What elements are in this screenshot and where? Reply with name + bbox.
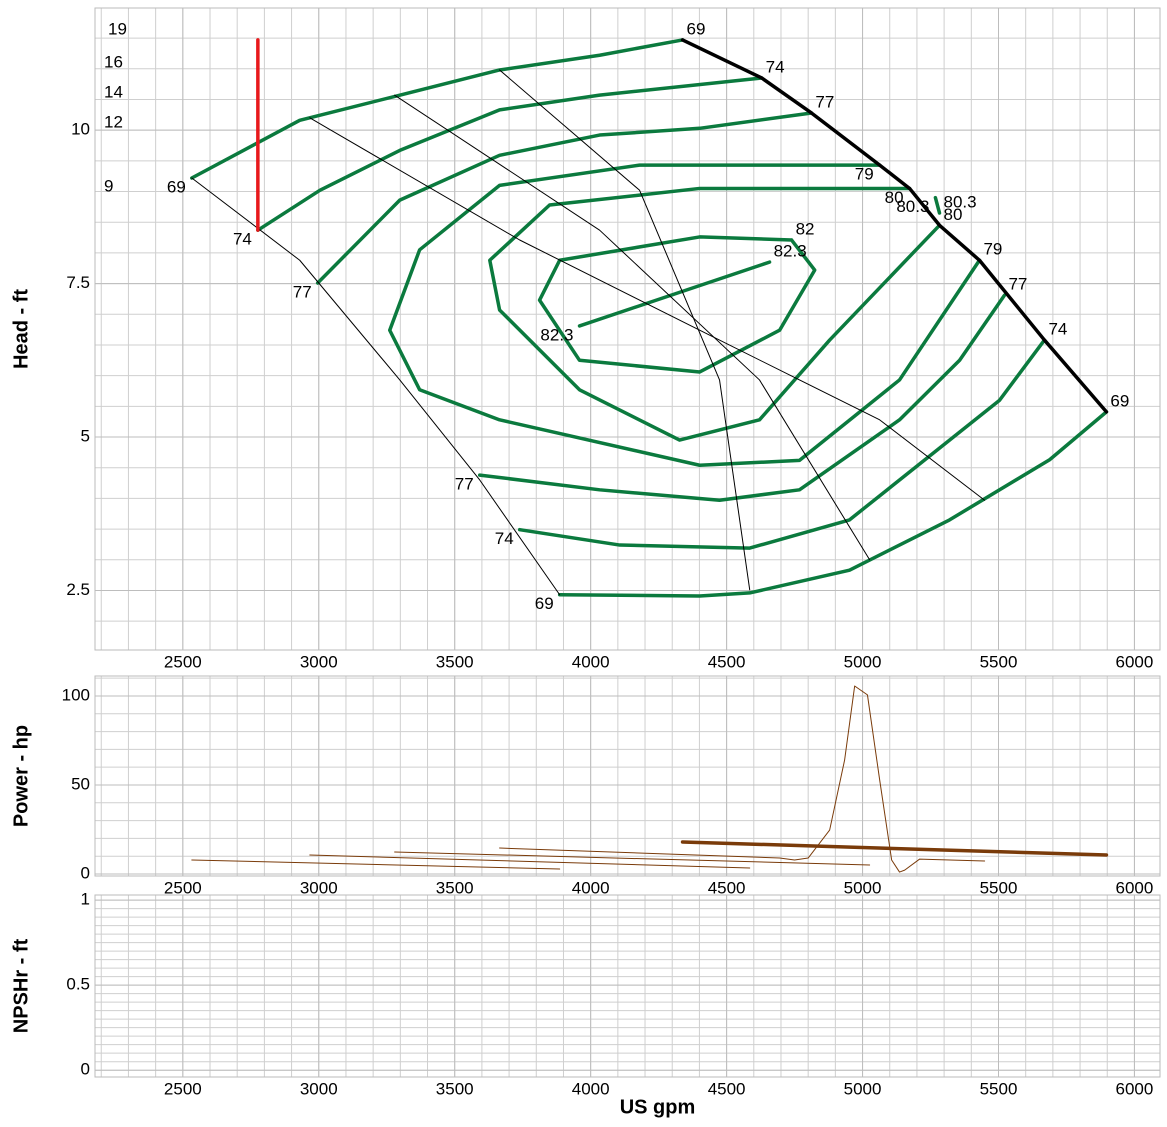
- x-tick-label: 6000: [1116, 652, 1154, 671]
- contour-label: 69: [687, 19, 706, 38]
- y-axis-label: Head - ft: [10, 289, 32, 369]
- series-line: [499, 685, 986, 873]
- x-tick-label: 4500: [708, 652, 746, 671]
- x-tick-label: 4500: [708, 1079, 746, 1098]
- contour-label: 77: [455, 475, 474, 494]
- contour-label: 69: [535, 594, 554, 613]
- x-tick-label: 5000: [844, 1079, 882, 1098]
- x-tick-label: 3500: [436, 1079, 474, 1098]
- y-tick-label: 1: [81, 890, 90, 909]
- x-tick-label: 4000: [572, 1079, 610, 1098]
- y-axis-label: Power - hp: [10, 725, 32, 827]
- diameter-label: 14: [104, 82, 123, 101]
- contour-label: 80: [885, 188, 904, 207]
- series-line: [488, 186, 942, 442]
- x-tick-label: 4500: [708, 878, 746, 897]
- y-tick-label: 7.5: [66, 273, 90, 292]
- x-tick-label: 5000: [844, 878, 882, 897]
- series-line: [309, 854, 751, 869]
- x-tick-label: 2500: [164, 1079, 202, 1098]
- series-line: [477, 293, 1007, 502]
- diameter-label: 9: [104, 176, 113, 195]
- x-tick-label: 3500: [436, 652, 474, 671]
- diameter-label: 12: [104, 112, 123, 131]
- panel: 2500 3000 3500 4000 4500 5000 5500 6000 0 0.5 1 NPS…: [10, 890, 1161, 1118]
- series-line: [680, 840, 1109, 857]
- x-tick-label: 4000: [572, 878, 610, 897]
- contour-label: 74: [233, 230, 252, 249]
- x-tick-label: 2500: [164, 652, 202, 671]
- series-line: [933, 195, 942, 215]
- series-line: [517, 338, 1047, 550]
- contour-label: 80.3: [943, 192, 976, 211]
- series-line: [577, 260, 772, 328]
- y-tick-label: 10: [71, 120, 90, 139]
- series-line: [537, 235, 817, 374]
- series-line: [191, 859, 561, 870]
- contour-label: 82.3: [540, 325, 573, 344]
- series-line: [256, 76, 764, 232]
- x-tick-label: 5500: [980, 878, 1018, 897]
- y-tick-label: 0.5: [66, 975, 90, 994]
- x-tick-label: 6000: [1116, 878, 1154, 897]
- series-line: [680, 38, 1109, 414]
- contour-label: 80: [943, 205, 962, 224]
- x-axis-label: US gpm: [620, 1096, 696, 1118]
- contour-label: 74: [495, 529, 514, 548]
- contour-label: 77: [293, 282, 312, 301]
- x-tick-label: 3000: [300, 652, 338, 671]
- diameter-label: 16: [104, 52, 123, 71]
- y-tick-label: 0: [81, 1060, 90, 1079]
- panel: 2500 3000 3500 4000 4500 5000 5500 6000 2.5 5 7.5 1…: [10, 7, 1161, 671]
- x-tick-label: 3500: [436, 878, 474, 897]
- diameter-label: 19: [108, 19, 127, 38]
- contour-label: 82: [796, 219, 815, 238]
- plot-frame: [94, 675, 1161, 877]
- series-line: [394, 851, 871, 866]
- y-tick-label: 50: [71, 774, 90, 793]
- y-tick-label: 5: [81, 427, 90, 446]
- x-tick-label: 3000: [300, 878, 338, 897]
- y-axis-label: NPSHr - ft: [10, 938, 32, 1033]
- contour-label: 74: [1048, 320, 1067, 339]
- series-line: [499, 69, 751, 591]
- x-tick-label: 3000: [300, 1079, 338, 1098]
- x-tick-label: 2500: [164, 878, 202, 897]
- plot-frame: [94, 894, 1161, 1078]
- series-line: [557, 410, 1109, 598]
- panel: 2500 3000 3500 4000 4500 5000 5500 6000 0 50 100 Po…: [10, 675, 1161, 897]
- series-line: [309, 117, 986, 501]
- series-line: [190, 38, 685, 180]
- contour-label: 77: [815, 92, 834, 111]
- x-tick-label: 5500: [980, 1079, 1018, 1098]
- contour-label: 69: [1110, 391, 1129, 410]
- contour-label: 79: [855, 165, 874, 184]
- contour-label: 69: [167, 177, 186, 196]
- y-tick-label: 100: [62, 685, 90, 704]
- contour-label: 77: [1008, 275, 1027, 294]
- series-line: [394, 94, 871, 561]
- contour-label: 79: [983, 240, 1002, 259]
- series-line: [191, 177, 561, 596]
- series-line: [315, 111, 814, 285]
- x-tick-label: 5000: [844, 652, 882, 671]
- plot-frame: [94, 7, 1161, 651]
- x-tick-label: 5500: [980, 652, 1018, 671]
- x-tick-label: 6000: [1116, 1079, 1154, 1098]
- y-tick-label: 0: [81, 864, 90, 883]
- contour-label: 82.3: [774, 242, 807, 261]
- contour-label: 74: [766, 57, 785, 76]
- series-line: [387, 163, 982, 468]
- y-tick-label: 2.5: [66, 580, 90, 599]
- x-tick-label: 4000: [572, 652, 610, 671]
